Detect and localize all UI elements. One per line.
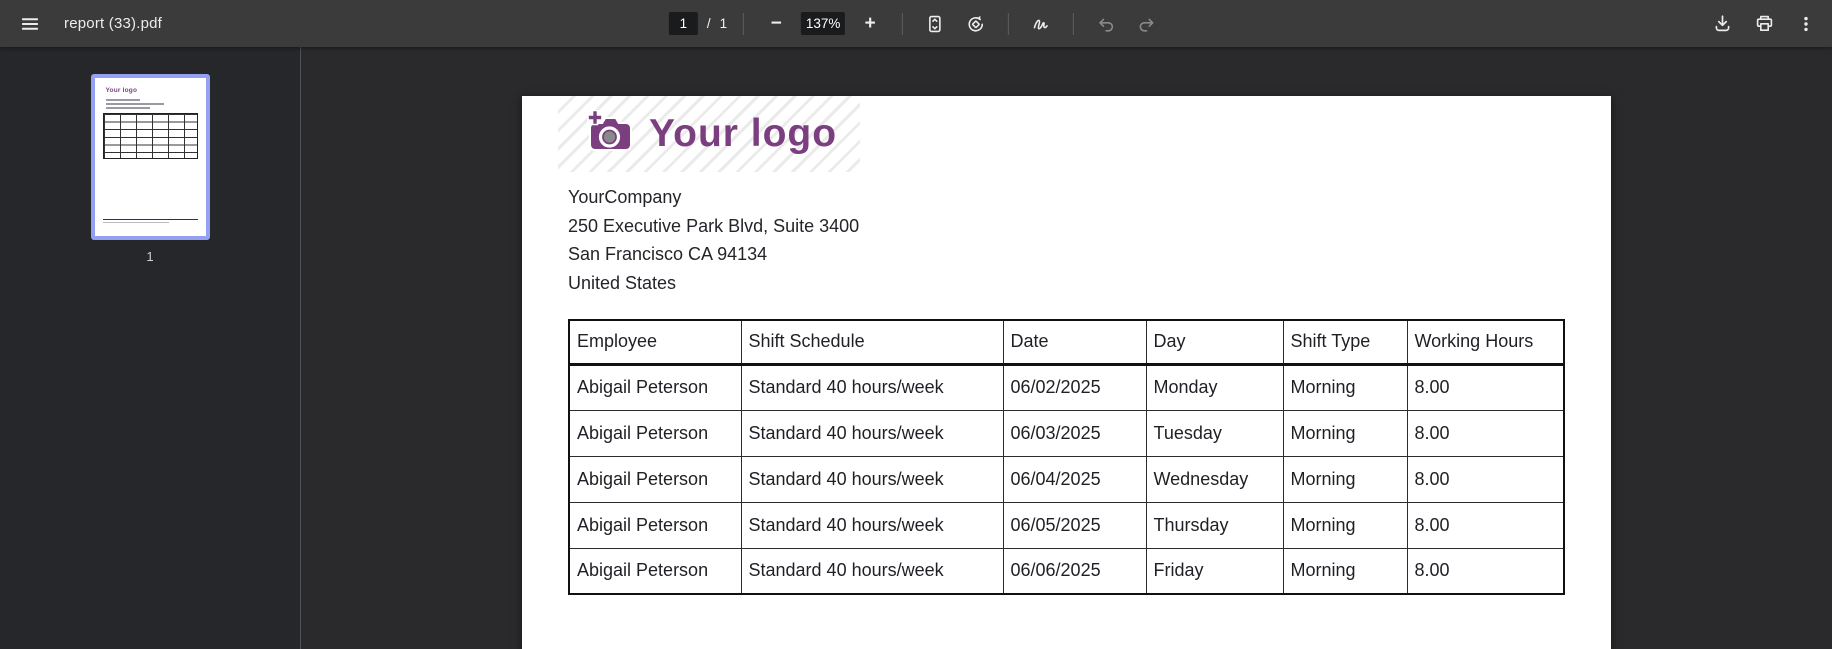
address-country: United States	[568, 272, 677, 293]
zoom-in-button[interactable]: +	[854, 8, 886, 40]
page-separator: /	[706, 16, 711, 31]
fit-page-button[interactable]	[919, 8, 951, 40]
page-count: 1	[719, 16, 728, 31]
cell-employee: Abigail Peterson	[568, 363, 742, 411]
toolbar-divider	[902, 12, 904, 35]
header-date: Date	[1002, 319, 1147, 366]
cell-day: Thursday	[1145, 501, 1284, 549]
header-shift-type: Shift Type	[1282, 319, 1408, 366]
cell-working-hours: 8.00	[1406, 455, 1565, 503]
cell-shift-type: Morning	[1282, 363, 1408, 411]
cell-day: Friday	[1145, 547, 1284, 595]
company-name: YourCompany	[568, 187, 682, 207]
table-header-row: Employee Shift Schedule Date Day Shift T…	[568, 319, 1565, 366]
cell-shift-schedule: Standard 40 hours/week	[740, 501, 1004, 549]
undo-icon	[1096, 14, 1116, 34]
address-city: San Francisco CA 94134	[568, 244, 768, 264]
toolbar-right	[1706, 8, 1832, 40]
table-row: Abigail Peterson Standard 40 hours/week …	[568, 409, 1565, 457]
plus-badge	[587, 109, 603, 125]
zoom-out-button[interactable]: −	[760, 8, 792, 40]
cell-shift-schedule: Standard 40 hours/week	[740, 363, 1004, 411]
cell-date: 06/05/2025	[1002, 501, 1147, 549]
header-working-hours: Working Hours	[1406, 319, 1565, 366]
thumbnail-footer	[102, 218, 198, 223]
cell-day: Tuesday	[1145, 409, 1284, 457]
address-street: 250 Executive Park Blvd, Suite 3400	[568, 215, 860, 236]
redo-icon	[1137, 14, 1157, 34]
rotate-button[interactable]	[960, 8, 992, 40]
cell-employee: Abigail Peterson	[568, 409, 742, 457]
cell-shift-schedule: Standard 40 hours/week	[740, 409, 1004, 457]
cell-shift-schedule: Standard 40 hours/week	[740, 547, 1004, 595]
menu-button[interactable]	[14, 8, 46, 40]
thumbnail-address-lines	[105, 99, 195, 109]
table-row: Abigail Peterson Standard 40 hours/week …	[568, 455, 1565, 503]
company-logo: Your logo	[558, 96, 860, 172]
download-icon	[1712, 13, 1733, 34]
redo-button[interactable]	[1131, 8, 1163, 40]
cell-shift-type: Morning	[1282, 501, 1408, 549]
toolbar-divider	[1073, 12, 1075, 35]
viewer-body: Your logo 1	[0, 47, 1832, 649]
download-button[interactable]	[1706, 8, 1738, 40]
cell-employee: Abigail Peterson	[568, 455, 742, 503]
header-day: Day	[1145, 319, 1284, 366]
document-title: report (33).pdf	[64, 15, 163, 32]
toolbar-left: report (33).pdf	[0, 8, 162, 40]
annotate-button[interactable]	[1025, 8, 1057, 40]
cell-date: 06/03/2025	[1002, 409, 1147, 457]
print-icon	[1754, 13, 1775, 34]
table-row: Abigail Peterson Standard 40 hours/week …	[568, 363, 1565, 411]
more-options-button[interactable]	[1790, 8, 1822, 40]
cell-shift-type: Morning	[1282, 547, 1408, 595]
toolbar-divider	[743, 12, 745, 35]
thumbnail-table	[102, 112, 198, 159]
draw-icon	[1031, 14, 1051, 34]
print-button[interactable]	[1748, 8, 1780, 40]
zoom-level[interactable]: 137%	[801, 12, 846, 35]
fit-page-icon	[925, 14, 945, 34]
thumbnail-sidebar: Your logo 1	[0, 47, 301, 649]
toolbar-divider	[1008, 12, 1010, 35]
cell-employee: Abigail Peterson	[568, 501, 742, 549]
cell-working-hours: 8.00	[1406, 363, 1565, 411]
table-row: Abigail Peterson Standard 40 hours/week …	[568, 501, 1565, 549]
header-shift-schedule: Shift Schedule	[740, 319, 1004, 366]
cell-shift-type: Morning	[1282, 455, 1408, 503]
table-row: Abigail Peterson Standard 40 hours/week …	[568, 547, 1565, 595]
more-vertical-icon	[1796, 14, 1816, 34]
logo-text: Your logo	[649, 112, 838, 155]
camera-plus-icon	[584, 109, 634, 160]
cell-employee: Abigail Peterson	[568, 547, 742, 595]
menu-icon	[20, 14, 40, 34]
undo-button[interactable]	[1090, 8, 1122, 40]
cell-working-hours: 8.00	[1406, 547, 1565, 595]
pdf-toolbar: report (33).pdf / 1 − 137% +	[0, 0, 1832, 47]
pdf-page: Your logo YourCompany 250 Executive Park…	[522, 96, 1611, 649]
viewer-canvas[interactable]: Your logo YourCompany 250 Executive Park…	[301, 47, 1832, 649]
thumbnail-logo-text: Your logo	[105, 87, 138, 94]
cell-shift-schedule: Standard 40 hours/week	[740, 455, 1004, 503]
cell-working-hours: 8.00	[1406, 409, 1565, 457]
cell-day: Wednesday	[1145, 455, 1284, 503]
header-employee: Employee	[568, 319, 742, 366]
cell-date: 06/02/2025	[1002, 363, 1147, 411]
rotate-ccw-icon	[966, 14, 986, 34]
cell-date: 06/06/2025	[1002, 547, 1147, 595]
page-thumbnail[interactable]: Your logo	[90, 74, 210, 240]
cell-shift-type: Morning	[1282, 409, 1408, 457]
toolbar-center: / 1 − 137% +	[668, 0, 1163, 47]
cell-date: 06/04/2025	[1002, 455, 1147, 503]
company-address: YourCompany 250 Executive Park Blvd, Sui…	[568, 183, 1611, 297]
cell-day: Monday	[1145, 363, 1284, 411]
page-number-input[interactable]	[668, 12, 698, 35]
thumbnail-page-number: 1	[146, 249, 154, 264]
cell-working-hours: 8.00	[1406, 501, 1565, 549]
shift-schedule-table: Employee Shift Schedule Date Day Shift T…	[568, 319, 1565, 595]
